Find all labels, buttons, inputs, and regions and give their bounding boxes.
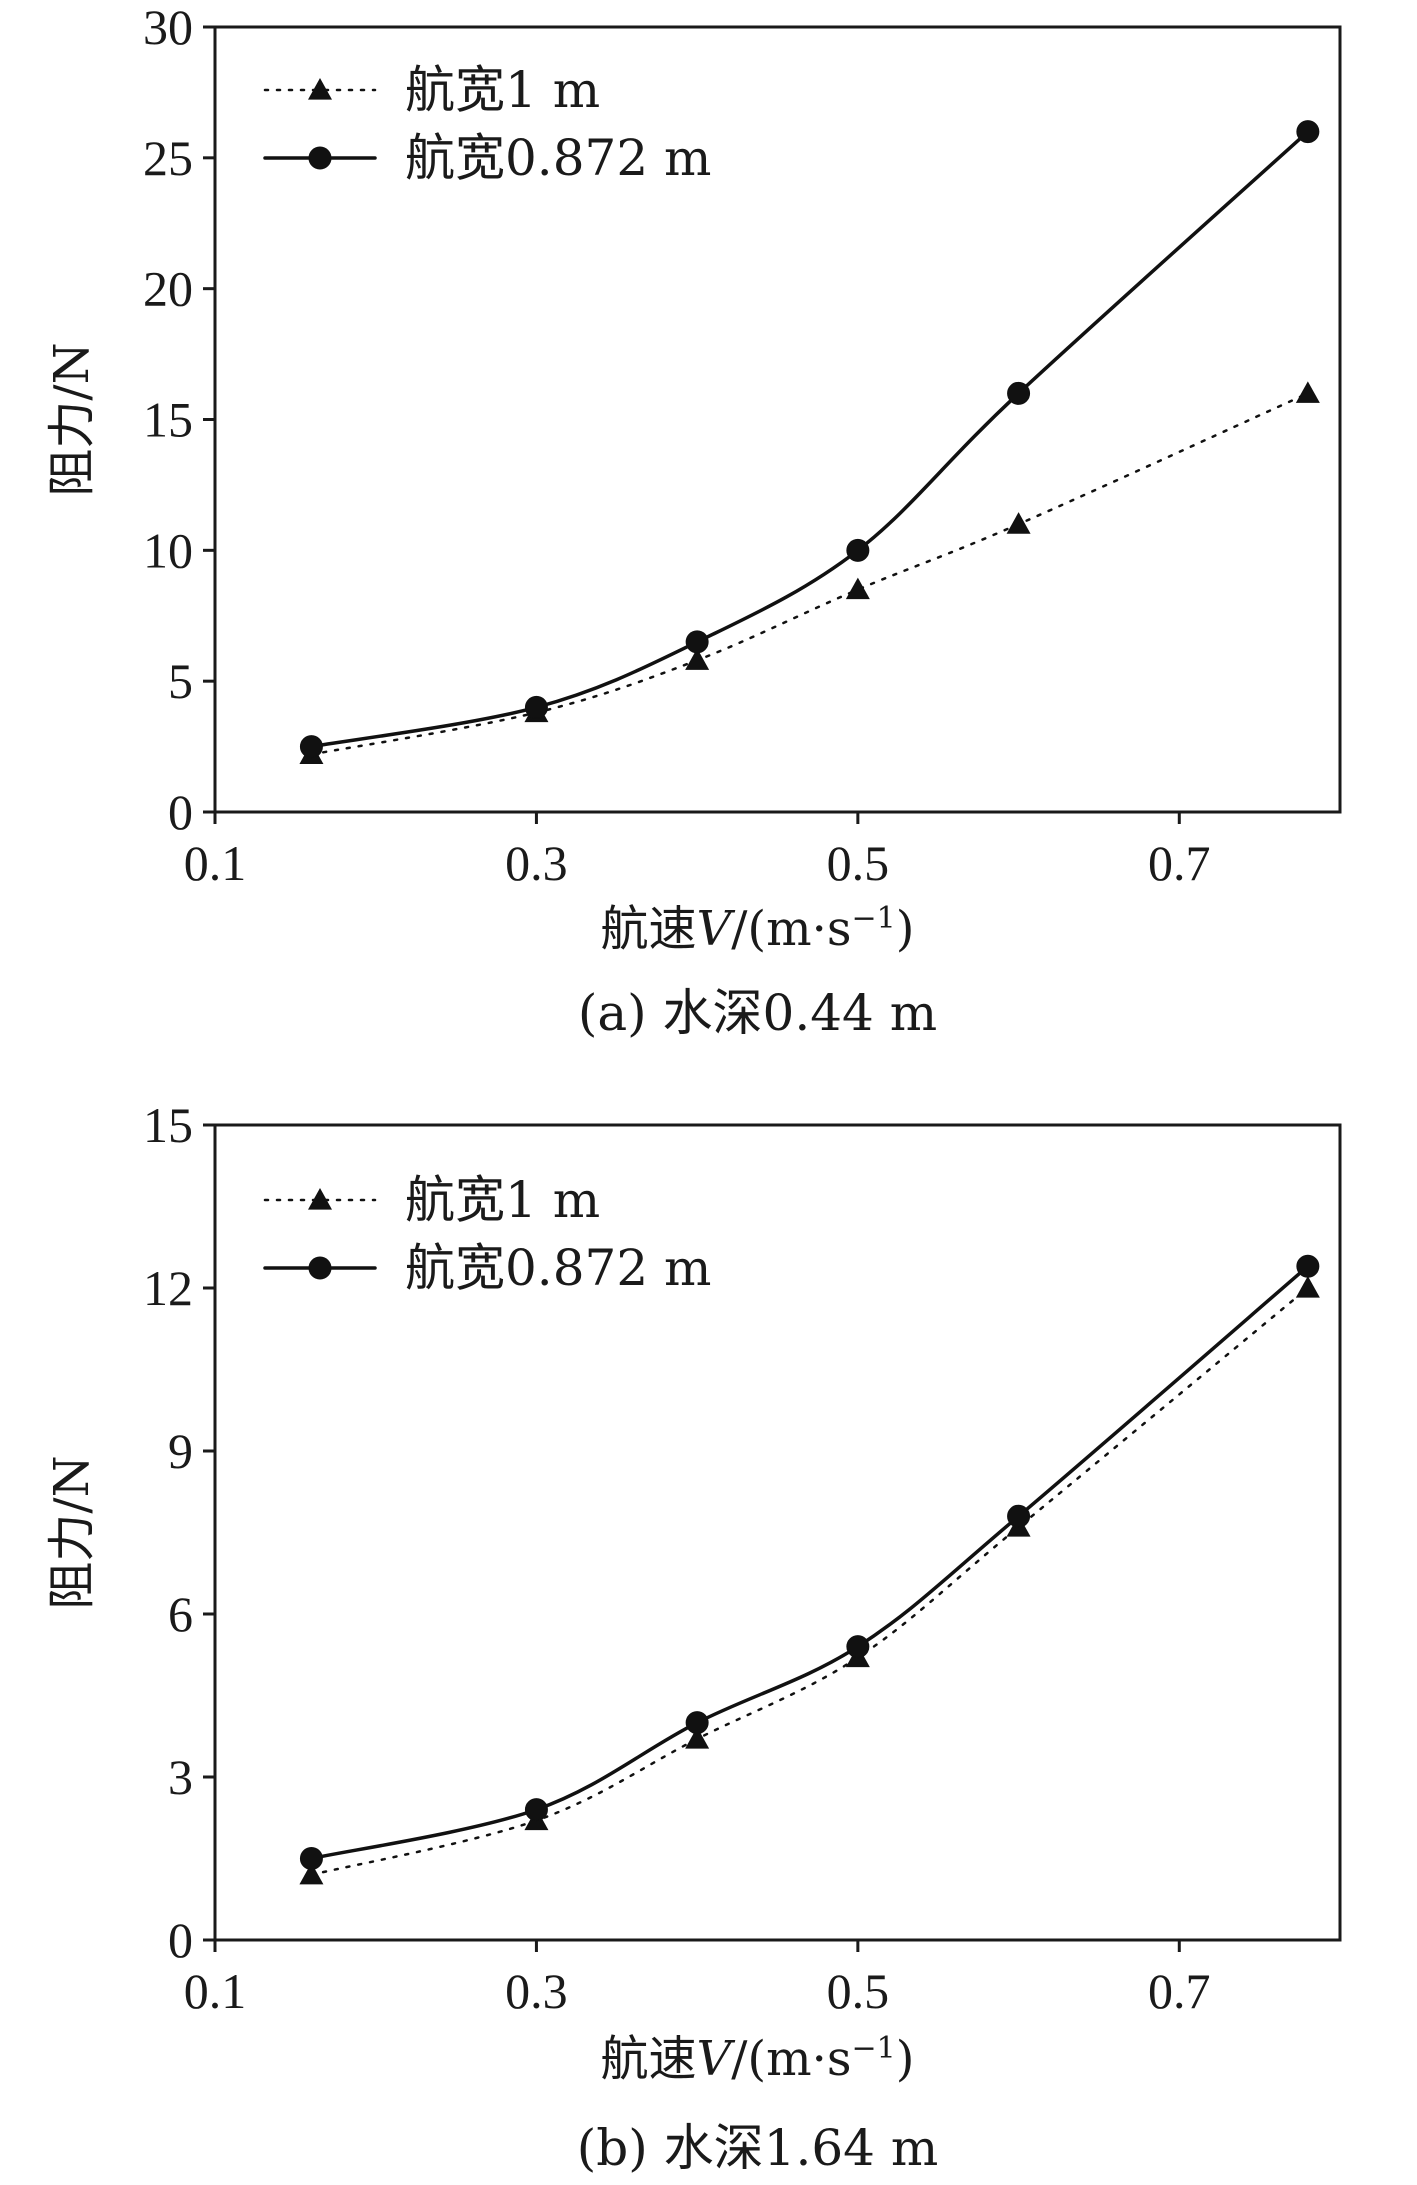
data-point-circle — [1296, 120, 1320, 144]
x-axis-label-unit: /(m·s — [731, 901, 851, 957]
data-point-circle — [1007, 381, 1031, 405]
x-tick-label: 0.1 — [184, 835, 247, 891]
data-point-circle — [685, 1711, 709, 1735]
data-point-triangle — [1295, 381, 1320, 403]
data-point-circle — [299, 735, 323, 759]
data-point-triangle — [299, 1862, 324, 1885]
data-point-circle — [846, 1635, 870, 1659]
x-tick-label: 0.7 — [1148, 1963, 1211, 2019]
y-tick-label: 30 — [143, 0, 193, 55]
series-line-triangle — [310, 392, 1310, 756]
series-line-circle — [309, 129, 1310, 749]
x-axis-label-var: V — [697, 2031, 736, 2087]
data-point-circle — [524, 695, 548, 719]
legend-label: 航宽0.872 m — [405, 1239, 711, 1297]
x-tick-label: 0.5 — [827, 1963, 890, 2019]
legend-label: 航宽1 m — [405, 1171, 600, 1229]
x-axis-label: 航速V/(m·s−1) — [601, 901, 915, 958]
y-axis-label: 阻力/N — [44, 342, 100, 496]
y-tick-label: 5 — [168, 653, 193, 709]
y-tick-label: 3 — [168, 1749, 193, 1805]
x-axis-label-close: ) — [896, 901, 915, 957]
x-tick-label: 0.3 — [505, 1963, 568, 2019]
series-line-triangle — [310, 1286, 1310, 1877]
data-point-triangle — [1295, 1276, 1320, 1298]
y-tick-label: 10 — [143, 522, 193, 578]
y-tick-label: 12 — [143, 1260, 193, 1316]
data-point-circle — [846, 538, 870, 562]
x-axis-label-prefix: 航速 — [601, 901, 697, 957]
series-line-circle — [309, 1264, 1310, 1861]
y-axis-label: 阻力/N — [44, 1455, 100, 1609]
y-tick-label: 0 — [168, 1912, 193, 1968]
data-point-circle — [685, 630, 709, 654]
x-axis-label: 航速V/(m·s−1) — [601, 2031, 915, 2088]
chart-panel-b: 0 3 6 9 12 15 0.1 0.3 0.5 0.7 阻力/N 航速V/(m·s−1) 航宽1 m… — [44, 1097, 1342, 2088]
y-tick-label: 15 — [143, 1097, 193, 1153]
x-axis-label-exp: −1 — [852, 2031, 896, 2066]
plot-frame — [213, 25, 1342, 814]
x-tick-label: 0.1 — [184, 1963, 247, 2019]
x-tick-label: 0.3 — [505, 835, 568, 891]
y-tick-label: 9 — [168, 1423, 193, 1479]
data-point-triangle — [1006, 512, 1031, 534]
legend-label: 航宽1 m — [405, 61, 600, 119]
x-axis-label-var: V — [697, 901, 736, 957]
caption-a: (a) 水深0.44 m — [578, 984, 937, 1042]
data-point-triangle — [685, 1726, 710, 1749]
data-point-triangle — [685, 648, 710, 670]
legend-marker-triangle — [308, 78, 332, 100]
legend: 航宽1 m 航宽0.872 m — [263, 61, 711, 187]
legend-marker-triangle — [308, 1188, 332, 1210]
y-tick-label: 25 — [143, 130, 193, 186]
legend-label: 航宽0.872 m — [405, 129, 711, 187]
legend-marker-circle — [308, 1256, 332, 1280]
x-axis-label-prefix: 航速 — [601, 2031, 697, 2087]
data-point-circle — [1296, 1254, 1320, 1278]
data-point-circle — [299, 1847, 323, 1870]
data-point-triangle — [845, 577, 870, 600]
data-point-circle — [524, 1798, 548, 1822]
plot-frame — [213, 1123, 1342, 1942]
y-tick-label: 0 — [168, 784, 193, 840]
x-tick-label: 0.5 — [827, 835, 890, 891]
y-tick-label: 20 — [143, 261, 193, 317]
legend: 航宽1 m 航宽0.872 m — [263, 1171, 711, 1297]
x-tick-label: 0.7 — [1148, 835, 1211, 891]
x-axis-label-exp: −1 — [852, 901, 896, 936]
x-axis-label-unit: /(m·s — [731, 2031, 851, 2087]
y-tick-label: 15 — [143, 392, 193, 448]
data-point-circle — [1007, 1504, 1031, 1528]
caption-b: (b) 水深1.64 m — [577, 2119, 939, 2177]
legend-marker-circle — [308, 146, 332, 170]
x-axis-label-close: ) — [896, 2031, 915, 2087]
y-tick-label: 6 — [168, 1586, 193, 1642]
